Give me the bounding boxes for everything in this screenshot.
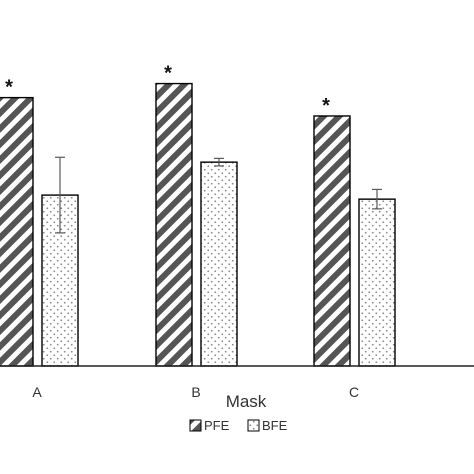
bar-pfe-c (313, 115, 351, 367)
legend-swatch-bfe (247, 419, 260, 432)
significance-markers-layer: * * * (5, 63, 330, 117)
significance-marker-b: * (164, 63, 172, 85)
bar-bfe-b (200, 161, 238, 367)
bar-pfe-b (155, 82, 193, 367)
legend: PFE BFE (189, 418, 288, 433)
x-axis-title: Mask (226, 392, 267, 411)
error-bar-bfe-b (214, 157, 224, 167)
bars-layer (0, 82, 396, 367)
significance-marker-a: * (5, 77, 13, 99)
significance-marker-c: * (322, 95, 330, 117)
x-tick-labels: A B C (32, 384, 359, 400)
legend-item-bfe: BFE (247, 418, 288, 433)
x-tick-label-a: A (32, 384, 42, 400)
legend-swatch-pfe (189, 419, 202, 432)
bar-bfe-c (358, 198, 396, 367)
legend-item-pfe: PFE (189, 418, 230, 433)
x-tick-label-c: C (349, 384, 359, 400)
error-bar-bfe-c (372, 188, 382, 210)
legend-label-bfe: BFE (262, 418, 288, 433)
error-bar-bfe-a (55, 156, 65, 234)
legend-label-pfe: PFE (204, 418, 230, 433)
bar-pfe-a (0, 96, 34, 367)
error-bars-layer (55, 156, 382, 234)
x-tick-label-b: B (191, 384, 200, 400)
